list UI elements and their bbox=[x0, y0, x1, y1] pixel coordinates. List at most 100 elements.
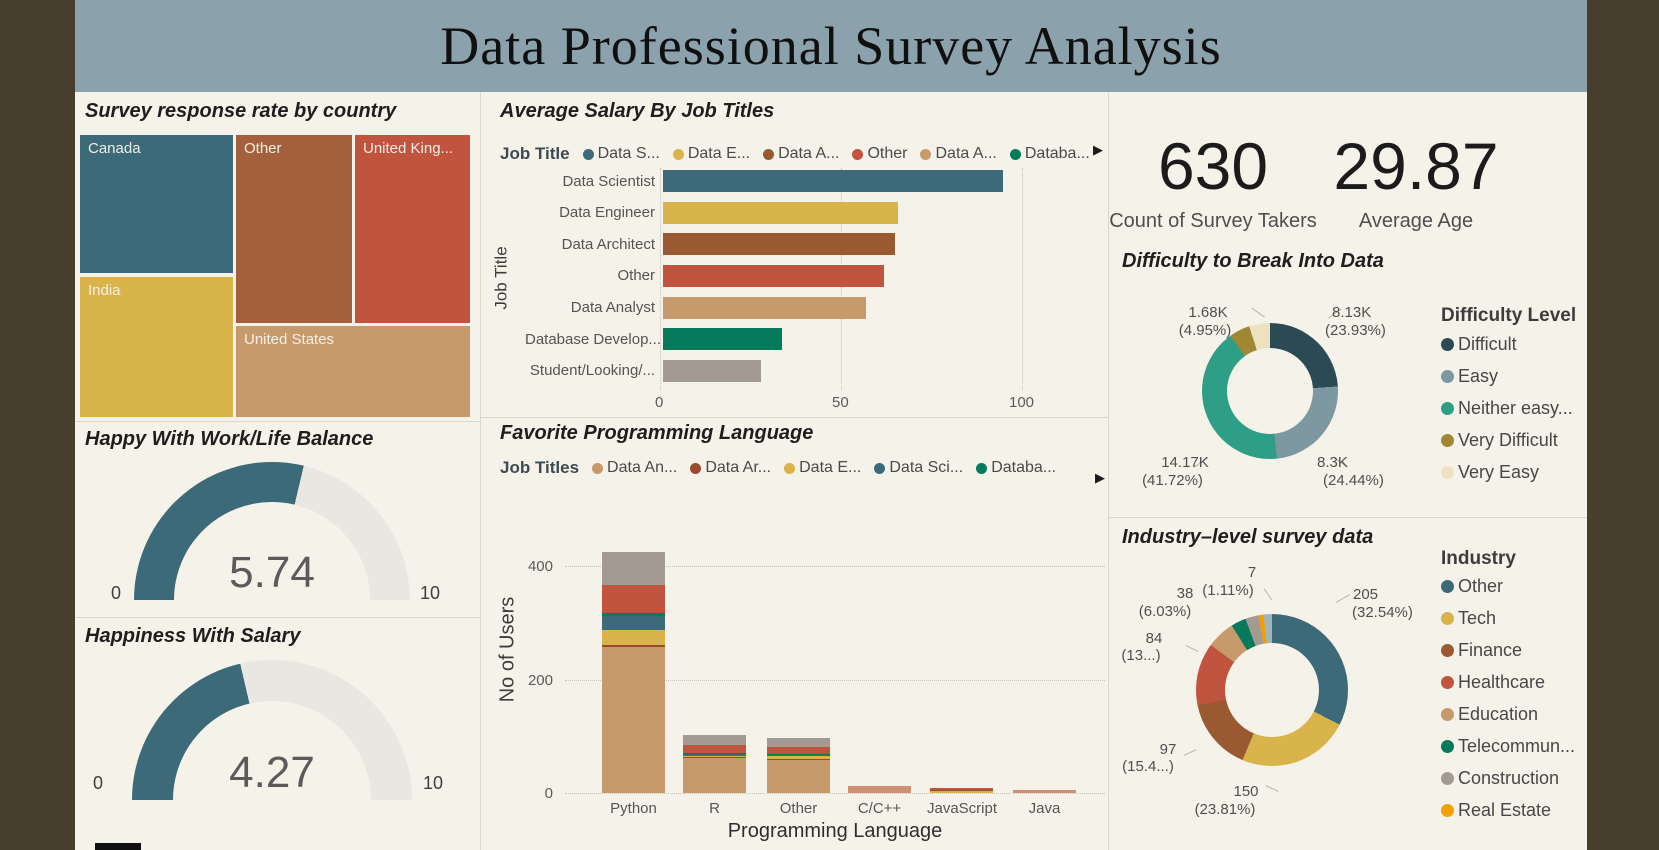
stack-segment[interactable] bbox=[930, 791, 993, 793]
legend-dot-icon bbox=[852, 148, 864, 160]
legend-item[interactable]: Other bbox=[852, 145, 907, 163]
legend-item[interactable]: Finance bbox=[1441, 640, 1575, 661]
salary-bar[interactable] bbox=[663, 233, 895, 256]
legend-dot-icon bbox=[1441, 804, 1454, 817]
legend-item[interactable]: Easy bbox=[1441, 366, 1573, 387]
salary-bar[interactable] bbox=[663, 170, 1003, 192]
stack-segment[interactable] bbox=[767, 747, 830, 754]
salary-gauge[interactable] bbox=[132, 660, 412, 800]
stacked-bar[interactable] bbox=[848, 786, 911, 793]
stack-segment[interactable] bbox=[767, 755, 830, 756]
legend-dot-icon bbox=[1441, 772, 1454, 785]
language-x-axis-title: Programming Language bbox=[727, 820, 943, 842]
y-tick: 200 bbox=[527, 672, 553, 689]
salary-bar[interactable] bbox=[663, 328, 782, 351]
stack-segment[interactable] bbox=[683, 745, 746, 753]
callout-pct: (1.11%) bbox=[1202, 582, 1254, 599]
stack-segment[interactable] bbox=[602, 613, 665, 616]
wlb-gauge[interactable] bbox=[134, 462, 410, 600]
salary-bar[interactable] bbox=[663, 359, 761, 382]
legend-item[interactable]: Data E... bbox=[672, 145, 750, 163]
legend-item[interactable]: Data A... bbox=[920, 145, 997, 163]
report-title: Data Professional Survey Analysis bbox=[440, 16, 1222, 76]
legend-scroll-right-icon[interactable]: ▶ bbox=[1093, 142, 1103, 157]
legend-item[interactable]: Real Estate bbox=[1441, 800, 1575, 821]
salary-bar[interactable] bbox=[663, 264, 884, 287]
legend-item[interactable]: Difficult bbox=[1441, 334, 1573, 355]
gridline bbox=[565, 566, 1105, 567]
stack-segment[interactable] bbox=[602, 585, 665, 613]
legend-item[interactable]: Data S... bbox=[582, 145, 660, 163]
callout-pct: (32.54%) bbox=[1352, 604, 1413, 621]
legend-item[interactable]: Neither easy... bbox=[1441, 398, 1573, 419]
legend-item[interactable]: Tech bbox=[1441, 608, 1575, 629]
legend-item[interactable]: Telecommun... bbox=[1441, 736, 1575, 757]
stack-segment[interactable] bbox=[930, 790, 993, 791]
legend-item[interactable]: Education bbox=[1441, 704, 1575, 725]
stack-segment[interactable] bbox=[767, 754, 830, 755]
stack-segment[interactable] bbox=[767, 760, 830, 793]
legend-item[interactable]: Databa... bbox=[1009, 145, 1090, 163]
callout-line bbox=[1335, 594, 1351, 603]
stack-segment[interactable] bbox=[683, 757, 746, 758]
legend-item[interactable]: Data An... bbox=[592, 459, 677, 477]
stacked-bar[interactable] bbox=[1013, 790, 1076, 793]
stack-segment[interactable] bbox=[930, 788, 993, 790]
legend-label: Databa... bbox=[991, 459, 1057, 476]
y-tick: 400 bbox=[527, 558, 553, 575]
legend-item[interactable]: Very Easy bbox=[1441, 462, 1573, 483]
legend-item[interactable]: Healthcare bbox=[1441, 672, 1575, 693]
stack-segment[interactable] bbox=[683, 735, 746, 745]
kpi-average-age-value: 29.87 bbox=[1333, 129, 1499, 203]
stacked-bar[interactable] bbox=[683, 735, 746, 793]
salary-bar-plot: Data Scientist Data Engineer Data Architec… bbox=[525, 170, 1085, 382]
legend-label: Data E... bbox=[799, 459, 862, 476]
stack-segment[interactable] bbox=[848, 786, 911, 793]
stack-segment[interactable] bbox=[767, 738, 830, 747]
x-tick: 100 bbox=[1009, 394, 1035, 411]
treemap-node-united-states[interactable]: United States bbox=[236, 326, 470, 417]
stack-segment[interactable] bbox=[683, 756, 746, 757]
stack-segment[interactable] bbox=[767, 756, 830, 759]
divider bbox=[1108, 517, 1587, 518]
legend-label: Data A... bbox=[935, 145, 997, 162]
difficulty-legend: Difficult Easy Neither easy... Very Difficu… bbox=[1441, 334, 1573, 483]
stack-segment[interactable] bbox=[683, 758, 746, 793]
salary-bar[interactable] bbox=[663, 201, 898, 224]
legend-item[interactable]: Very Difficult bbox=[1441, 430, 1573, 451]
legend-item[interactable]: Data E... bbox=[784, 459, 861, 477]
legend-scroll-right-icon[interactable]: ▶ bbox=[1095, 470, 1105, 485]
legend-item[interactable]: Databa... bbox=[976, 459, 1056, 477]
salary-gauge-title: Happiness With Salary bbox=[85, 625, 301, 647]
treemap-node-other[interactable]: Other bbox=[236, 135, 352, 323]
stack-segment[interactable] bbox=[602, 616, 665, 630]
legend-item[interactable]: Data A... bbox=[763, 145, 839, 163]
stack-segment[interactable] bbox=[602, 630, 665, 645]
stack-segment[interactable] bbox=[767, 759, 830, 760]
legend-label: Neither easy... bbox=[1458, 398, 1573, 418]
legend-item[interactable]: Data Sci... bbox=[874, 459, 963, 477]
language-chart-title: Favorite Programming Language bbox=[500, 422, 814, 444]
treemap-node-india[interactable]: India bbox=[80, 277, 233, 417]
salary-bar-row: Data Analyst bbox=[525, 296, 1085, 319]
stacked-bar[interactable] bbox=[767, 738, 830, 793]
legend-dot-icon bbox=[672, 148, 684, 160]
stack-segment[interactable] bbox=[683, 754, 746, 756]
callout-pct: (24.44%) bbox=[1323, 472, 1384, 489]
stack-segment[interactable] bbox=[1013, 790, 1076, 793]
stacked-bar[interactable] bbox=[602, 552, 665, 793]
treemap-node-united-kingdom[interactable]: United King... bbox=[355, 135, 470, 323]
salary-bar[interactable] bbox=[663, 296, 866, 319]
legend-label: Data Sci... bbox=[889, 459, 964, 476]
treemap-node-canada[interactable]: Canada bbox=[80, 135, 233, 273]
gauge-min-label: 0 bbox=[111, 583, 122, 603]
stack-segment[interactable] bbox=[683, 753, 746, 754]
legend-item[interactable]: Other bbox=[1441, 576, 1575, 597]
stack-segment[interactable] bbox=[602, 552, 665, 585]
report-header: Data Professional Survey Analysis bbox=[75, 0, 1587, 92]
stack-segment[interactable] bbox=[602, 645, 665, 647]
legend-item[interactable]: Data Ar... bbox=[690, 459, 771, 477]
stacked-bar[interactable] bbox=[930, 788, 993, 793]
legend-item[interactable]: Construction bbox=[1441, 768, 1575, 789]
stack-segment[interactable] bbox=[602, 647, 665, 793]
